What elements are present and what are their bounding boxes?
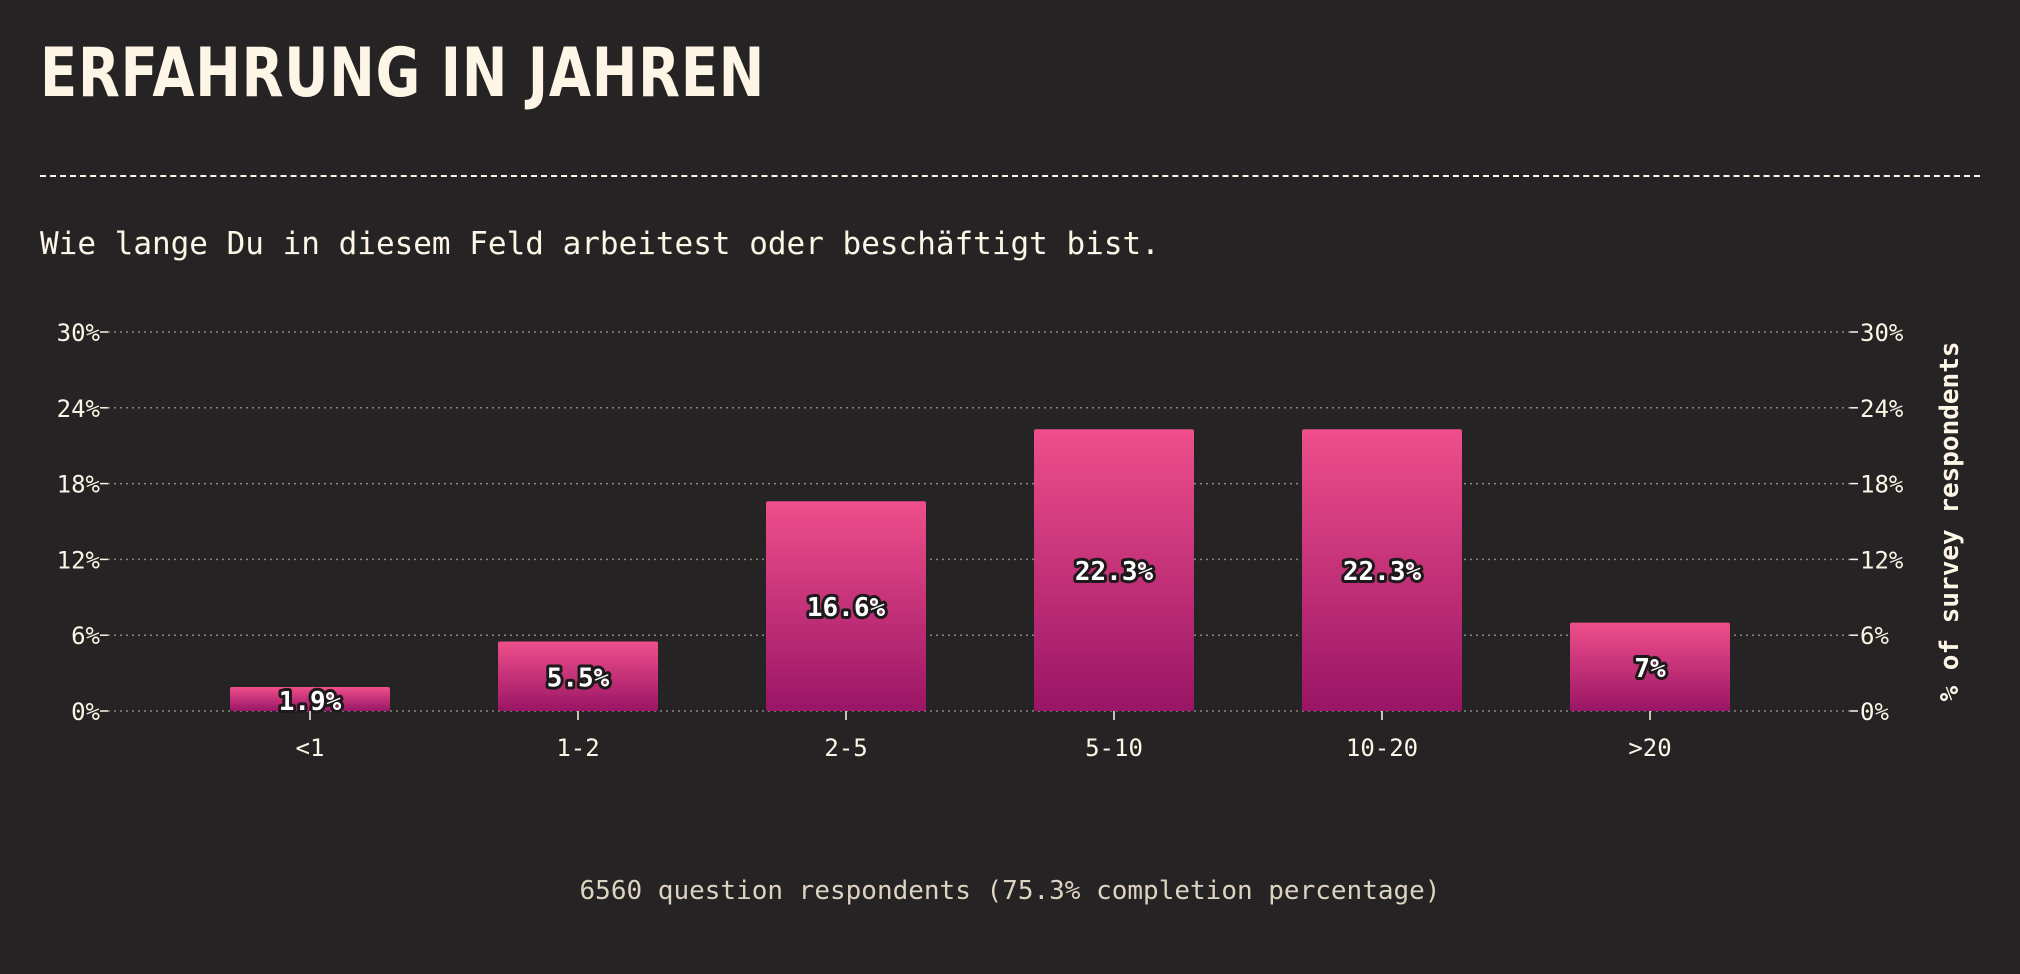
bar — [498, 641, 658, 711]
chart-subtitle: Wie lange Du in diesem Feld arbeitest od… — [40, 226, 1160, 262]
y-axis-title: % of survey respondents — [1935, 341, 1965, 701]
bar — [766, 501, 926, 711]
y-tick-label-right: 12% — [1860, 546, 1904, 574]
bar — [230, 686, 390, 711]
y-tick-label-right: 0% — [1860, 698, 1889, 726]
bar — [1302, 429, 1462, 711]
bar — [1570, 622, 1730, 711]
bar-value-label: 22.3% — [1075, 557, 1154, 587]
y-tick-label-left: 30% — [57, 319, 101, 347]
axes: 0% 0% 6% 6% 12% 12% 18% 18% 24% 24% 30% 30% % of sur… — [57, 319, 1965, 762]
x-tick-label: <1 — [296, 734, 325, 762]
y-tick-label-right: 6% — [1860, 622, 1889, 650]
bar-value-label: 7% — [1634, 654, 1666, 684]
y-tick-label-left: 24% — [57, 395, 101, 423]
bars — [230, 429, 1730, 711]
y-tick-label-left: 6% — [71, 622, 100, 650]
y-tick-label-right: 30% — [1860, 319, 1904, 347]
y-tick-label-left: 0% — [71, 698, 100, 726]
page-title: ERFAHRUNG IN JAHREN — [40, 34, 766, 113]
y-tick-label-left: 18% — [57, 471, 101, 499]
bar-value-label: 22.3% — [1343, 557, 1422, 587]
respondents-note: 6560 question respondents (75.3% complet… — [579, 876, 1441, 906]
x-tick-label: 1-2 — [556, 734, 599, 762]
x-tick-label: 5-10 — [1085, 734, 1143, 762]
x-tick-label: >20 — [1628, 734, 1671, 762]
bar-value-label: 5.5% — [547, 663, 610, 693]
x-tick-label: 2-5 — [824, 734, 867, 762]
bar-chart: 1.9%5.5%16.6%22.3% 22.3%7% 0% 0%6% 6%12% 12%… — [57, 319, 1965, 762]
divider — [40, 175, 1980, 177]
y-tick-label-left: 12% — [57, 546, 101, 574]
gridlines — [108, 331, 1850, 712]
x-tick-label: 10-20 — [1346, 734, 1418, 762]
bar — [1034, 429, 1194, 711]
y-tick-label-right: 24% — [1860, 395, 1904, 423]
y-tick-label-right: 18% — [1860, 471, 1904, 499]
bar-value-label: 16.6% — [807, 593, 886, 623]
